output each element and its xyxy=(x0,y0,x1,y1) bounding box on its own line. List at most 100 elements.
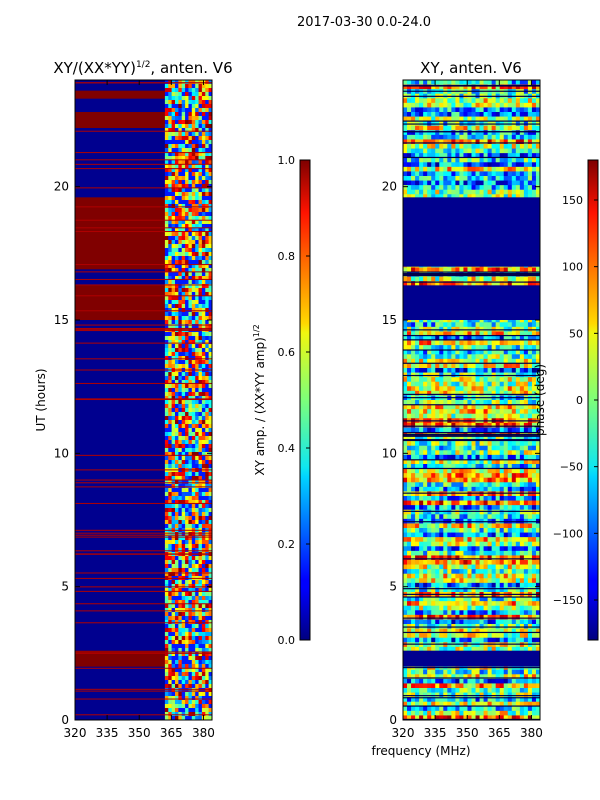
left-heatmap-cell xyxy=(181,324,186,329)
left-heatmap-cell xyxy=(178,388,183,393)
left-heatmap-cell xyxy=(198,684,203,689)
right-heatmap-cell xyxy=(495,171,501,177)
right-heatmap-cell xyxy=(455,116,460,122)
left-heatmap-cell xyxy=(181,652,186,657)
left-heatmap-cell xyxy=(208,372,213,377)
left-heatmap-cell xyxy=(208,400,213,405)
right-heatmap-cell xyxy=(423,281,428,287)
left-heatmap-cell xyxy=(191,348,196,353)
left-heatmap-cell xyxy=(188,252,193,257)
left-heatmap-cell xyxy=(181,244,186,249)
right-heatmap-cell xyxy=(523,267,529,273)
left-heatmap-cell xyxy=(195,664,199,669)
left-heatmap-cell xyxy=(174,388,179,393)
left-heatmap-cell xyxy=(191,240,196,245)
left-heatmap-cell xyxy=(191,80,196,85)
left-heatmap-cell xyxy=(185,600,189,605)
right-heatmap-cell xyxy=(455,130,460,136)
right-heatmap-cell xyxy=(495,189,501,195)
right-heatmap-cell xyxy=(419,112,424,117)
left-heatmap-cell xyxy=(205,476,209,481)
right-heatmap-cell xyxy=(511,358,517,364)
right-heatmap-cell xyxy=(527,267,533,273)
left-heatmap-cell xyxy=(188,396,193,401)
left-heatmap-cell xyxy=(164,652,169,657)
left-heatmap-cell xyxy=(205,192,209,197)
left-heatmap-cell xyxy=(174,636,179,641)
colorbar-tick-label: 0.0 xyxy=(278,634,296,647)
right-heatmap-cell xyxy=(491,413,496,419)
left-heatmap-cell xyxy=(185,532,189,537)
left-heatmap-cell xyxy=(205,440,209,445)
left-heatmap-cell xyxy=(191,648,196,653)
left-heatmap-cell xyxy=(174,416,179,421)
left-heatmap-cell xyxy=(201,664,206,669)
right-heatmap-cell xyxy=(527,400,533,405)
y-tick-label: 15 xyxy=(54,313,69,327)
left-heatmap-cell xyxy=(164,80,169,85)
left-heatmap-cell xyxy=(185,492,189,497)
left-heatmap-cell xyxy=(164,224,169,229)
right-heatmap-cell xyxy=(439,427,444,433)
left-heatmap-cell xyxy=(185,588,189,593)
left-heatmap-cell xyxy=(164,668,169,673)
left-heatmap-cell xyxy=(181,260,186,265)
left-heatmap-cell xyxy=(191,296,196,301)
right-heatmap-cell xyxy=(503,422,509,428)
right-heatmap-cell xyxy=(483,130,488,136)
left-heatmap-cell xyxy=(174,104,179,109)
left-heatmap-cell xyxy=(164,172,169,177)
right-heatmap-cell xyxy=(427,157,432,163)
left-heatmap-cell xyxy=(164,92,169,97)
right-heatmap-cell xyxy=(407,413,412,419)
left-heatmap-cell xyxy=(178,476,183,481)
left-heatmap-cell xyxy=(195,476,199,481)
right-heatmap-cell xyxy=(415,176,420,181)
right-heatmap-cell xyxy=(479,377,484,383)
left-heatmap-cell xyxy=(198,644,203,649)
left-heatmap-cell xyxy=(185,656,189,661)
left-heatmap-cell xyxy=(198,500,203,505)
left-heatmap-cell xyxy=(191,144,196,149)
right-heatmap-cell xyxy=(519,148,525,154)
left-heatmap-cell xyxy=(168,344,172,349)
left-rfi-line xyxy=(75,714,212,716)
left-heatmap-cell xyxy=(185,188,189,193)
left-heatmap-cell xyxy=(201,516,206,521)
left-heatmap-cell xyxy=(185,392,189,397)
right-heatmap-cell xyxy=(491,354,496,360)
left-heatmap-cell xyxy=(201,356,206,361)
right-heatmap-cell xyxy=(411,317,416,323)
left-heatmap-cell xyxy=(205,288,209,293)
left-heatmap-cell xyxy=(195,364,199,369)
left-heatmap-cell xyxy=(201,196,206,201)
left-heatmap-cell xyxy=(181,312,186,317)
right-heatmap-cell xyxy=(479,130,484,136)
left-heatmap-cell xyxy=(168,708,172,713)
right-heatmap-cell xyxy=(443,162,448,168)
left-heatmap-cell xyxy=(168,428,172,433)
right-heatmap-cell xyxy=(531,180,537,186)
right-heatmap-cell xyxy=(507,345,513,351)
right-heatmap-cell xyxy=(447,331,452,337)
right-heatmap-cell xyxy=(443,144,448,149)
left-heatmap-cell xyxy=(174,160,179,165)
left-heatmap-cell xyxy=(191,400,196,405)
left-heatmap-cell xyxy=(178,128,183,133)
right-heatmap-cell xyxy=(423,166,428,172)
left-heatmap-cell xyxy=(195,164,199,169)
right-heatmap-cell xyxy=(515,381,521,387)
left-heatmap-cell xyxy=(181,284,186,289)
right-heatmap-cell xyxy=(491,358,496,364)
right-heatmap-cell xyxy=(527,349,533,355)
left-heatmap-cell xyxy=(205,128,209,133)
left-heatmap-cell xyxy=(178,704,183,709)
right-heatmap-cell xyxy=(455,162,460,168)
left-heatmap-cell xyxy=(174,372,179,377)
right-heatmap-cell xyxy=(487,404,492,410)
left-heatmap-cell xyxy=(188,264,193,269)
right-heatmap-cell xyxy=(415,409,420,415)
right-heatmap-cell xyxy=(487,107,492,113)
right-heatmap-cell xyxy=(507,322,513,328)
left-heatmap-cell xyxy=(195,544,199,549)
